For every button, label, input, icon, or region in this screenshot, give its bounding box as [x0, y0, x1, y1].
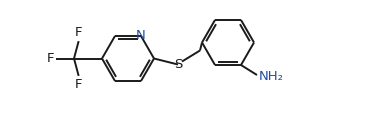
- Text: F: F: [75, 78, 83, 91]
- Text: S: S: [174, 58, 182, 71]
- Text: F: F: [75, 26, 83, 39]
- Text: NH₂: NH₂: [259, 70, 284, 83]
- Text: N: N: [136, 30, 146, 42]
- Text: F: F: [47, 52, 54, 65]
